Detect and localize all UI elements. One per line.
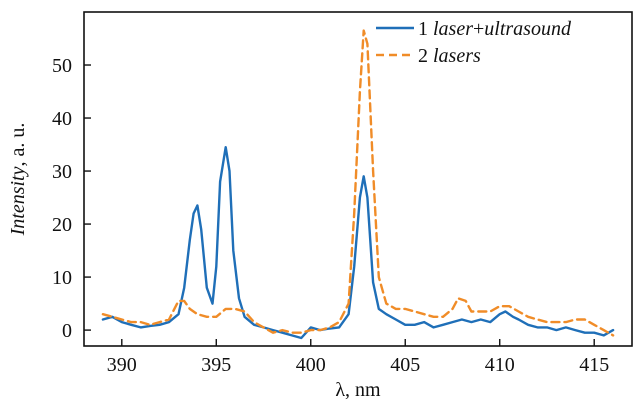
series-layer	[101, 29, 615, 340]
series-line-1	[101, 146, 615, 340]
legend-label-part: lasers	[433, 45, 481, 67]
legend-label-part: +	[473, 18, 484, 40]
x-tick-label: 390	[107, 354, 137, 376]
y-tick-label: 10	[52, 267, 72, 289]
legend-label-part: ultrasound	[484, 18, 572, 40]
ticks-layer: 390 395 400 405 410 415 0 10 20 30 40 50	[52, 55, 609, 376]
y-axis-title-rest: , a. u.	[7, 123, 29, 167]
legend-label-part: laser	[433, 18, 473, 40]
y-tick-label: 50	[52, 55, 72, 77]
x-axis-title: λ, nm	[335, 379, 381, 401]
y-tick-label: 20	[52, 214, 72, 236]
x-tick-label: 410	[485, 354, 515, 376]
y-axis-title-italic: Intensity	[7, 166, 29, 236]
legend-number: 2	[418, 45, 433, 67]
plot-frame	[83, 11, 633, 347]
legend-entry-2: 2 lasers	[418, 45, 481, 67]
x-tick-label: 405	[390, 354, 420, 376]
x-tick-label: 395	[201, 354, 231, 376]
x-tick-label: 400	[296, 354, 326, 376]
legend-number: 1	[418, 18, 433, 40]
y-axis-title: Intensity, a. u.	[7, 123, 29, 237]
y-tick-label: 40	[52, 108, 72, 130]
legend-entry-1: 1 laser+ultrasound	[418, 18, 572, 40]
x-tick-label: 415	[579, 354, 609, 376]
y-tick-label: 0	[62, 320, 72, 342]
series-line-2	[101, 29, 615, 337]
y-tick-label: 30	[52, 161, 72, 183]
